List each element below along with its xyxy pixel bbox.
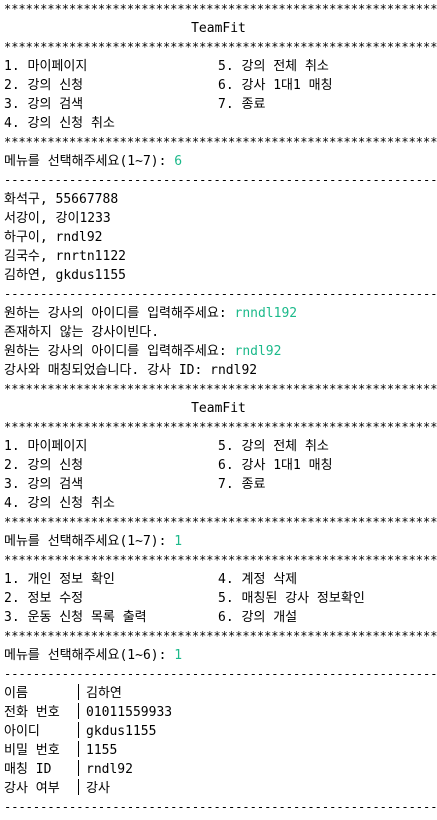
app-title: TeamFit (191, 401, 246, 416)
profile-key: 아이디 (4, 724, 40, 739)
profile-key: 이름 (4, 686, 28, 701)
menu-item: 1. 마이페이지 (4, 439, 88, 454)
profile-row-id: 아이디 gkdus1155 (4, 722, 437, 741)
column-divider (78, 741, 86, 757)
profile-value: rndl92 (86, 762, 133, 777)
success-message: 강사와 매칭되었습니다. 강사 ID: rndl92 (4, 363, 258, 378)
menu-item: 3. 운동 신청 목록 출력 (4, 610, 147, 625)
menu-item: 2. 정보 수정 (4, 591, 84, 606)
profile-key: 매칭 ID (4, 762, 52, 777)
column-divider (78, 684, 86, 700)
menu-item: 6. 강사 1대1 매칭 (218, 78, 333, 93)
separator-stars: ****************************************… (4, 515, 437, 529)
user-input: rnndl192 (234, 306, 298, 321)
menu-item: 3. 강의 검색 (4, 477, 84, 492)
user-input: 1 (174, 648, 183, 663)
menu-item: 1. 개인 정보 확인 (4, 572, 115, 587)
menu-item: 2. 강의 신청 (4, 458, 84, 473)
separator-dashes: ----------------------------------------… (4, 287, 437, 301)
profile-row-name: 이름 김하연 (4, 684, 437, 703)
column-divider (78, 703, 86, 719)
menu-row: 4. 강의 신청 취소 (4, 494, 437, 513)
menu-row: 3. 강의 검색 7. 종료 (4, 475, 437, 494)
profile-key: 비밀 번호 (4, 743, 60, 758)
separator-dashes: ----------------------------------------… (4, 800, 437, 814)
separator-stars: ****************************************… (4, 135, 437, 149)
profile-key: 강사 여부 (4, 781, 60, 796)
profile-value: 1155 (86, 743, 118, 758)
menu-row: 2. 강의 신청 6. 강사 1대1 매칭 (4, 76, 437, 95)
menu-item: 7. 종료 (218, 97, 266, 112)
user-input: rndl92 (234, 344, 282, 359)
menu-item: 4. 계정 삭제 (218, 572, 298, 587)
profile-value: 01011559933 (86, 705, 173, 720)
separator-stars: ****************************************… (4, 420, 437, 434)
profile-row-instructor: 강사 여부 강사 (4, 779, 437, 798)
instructor-row: 서강이, 강이1233 (4, 211, 111, 226)
menu-row: 4. 강의 신청 취소 (4, 114, 437, 133)
separator-stars: ****************************************… (4, 382, 437, 396)
menu-prompt: 메뉴를 선택해주세요(1~7): 6 (4, 152, 437, 171)
prompt-text: 메뉴를 선택해주세요(1~7): (4, 534, 175, 549)
separator-dashes: ----------------------------------------… (4, 667, 437, 681)
separator-stars: ****************************************… (4, 40, 437, 54)
prompt-text: 메뉴를 선택해주세요(1~7): (4, 154, 175, 169)
instructor-prompt: 원하는 강사의 아이디를 입력해주세요: rndl92 (4, 342, 437, 361)
user-input: 6 (174, 154, 183, 169)
column-divider (78, 722, 86, 738)
menu-item: 1. 마이페이지 (4, 59, 88, 74)
prompt-text: 원하는 강사의 아이디를 입력해주세요: (4, 344, 235, 359)
column-divider (78, 779, 86, 795)
menu-row: 3. 강의 검색 7. 종료 (4, 95, 437, 114)
column-divider (78, 760, 86, 776)
profile-row-match-id: 매칭 ID rndl92 (4, 760, 437, 779)
menu-item: 6. 강의 개설 (218, 610, 298, 625)
separator-stars: ****************************************… (4, 629, 437, 643)
instructor-row: 김하연, gkdus1155 (4, 268, 126, 283)
profile-value: 김하연 (86, 686, 122, 701)
mypage-menu-row: 3. 운동 신청 목록 출력 6. 강의 개설 (4, 608, 437, 627)
menu-item: 2. 강의 신청 (4, 78, 84, 93)
mypage-menu-row: 2. 정보 수정 5. 매칭된 강사 정보확인 (4, 589, 437, 608)
profile-row-phone: 전화 번호 01011559933 (4, 703, 437, 722)
prompt-text: 원하는 강사의 아이디를 입력해주세요: (4, 306, 235, 321)
instructor-prompt: 원하는 강사의 아이디를 입력해주세요: rnndl192 (4, 304, 437, 323)
menu-item: 7. 종료 (218, 477, 266, 492)
menu-row: 2. 강의 신청 6. 강사 1대1 매칭 (4, 456, 437, 475)
separator-dashes: ----------------------------------------… (4, 173, 437, 187)
menu-item: 4. 강의 신청 취소 (4, 496, 115, 511)
menu-row: 1. 마이페이지 5. 강의 전체 취소 (4, 57, 437, 76)
profile-key: 전화 번호 (4, 705, 60, 720)
app-title: TeamFit (191, 21, 246, 36)
user-input: 1 (174, 534, 183, 549)
instructor-row: 김국수, rnrtn1122 (4, 249, 126, 264)
profile-value: gkdus1155 (86, 724, 157, 739)
menu-item: 4. 강의 신청 취소 (4, 116, 115, 131)
mypage-menu-row: 1. 개인 정보 확인 4. 계정 삭제 (4, 570, 437, 589)
prompt-text: 메뉴를 선택해주세요(1~6): (4, 648, 175, 663)
menu-prompt: 메뉴를 선택해주세요(1~7): 1 (4, 532, 437, 551)
profile-row-password: 비밀 번호 1155 (4, 741, 437, 760)
menu-row: 1. 마이페이지 5. 강의 전체 취소 (4, 437, 437, 456)
error-message: 존재하지 않는 강사이빈다. (4, 325, 160, 340)
instructor-row: 하구이, rndl92 (4, 230, 103, 245)
menu-item: 6. 강사 1대1 매칭 (218, 458, 333, 473)
separator-stars: ****************************************… (4, 553, 437, 567)
menu-prompt: 메뉴를 선택해주세요(1~6): 1 (4, 646, 437, 665)
menu-item: 5. 매칭된 강사 정보확인 (218, 591, 365, 606)
separator-stars: ****************************************… (4, 2, 437, 16)
menu-item: 3. 강의 검색 (4, 97, 84, 112)
instructor-row: 화석구, 55667788 (4, 192, 119, 207)
menu-item: 5. 강의 전체 취소 (218, 59, 329, 74)
profile-value: 강사 (86, 781, 110, 796)
menu-item: 5. 강의 전체 취소 (218, 439, 329, 454)
